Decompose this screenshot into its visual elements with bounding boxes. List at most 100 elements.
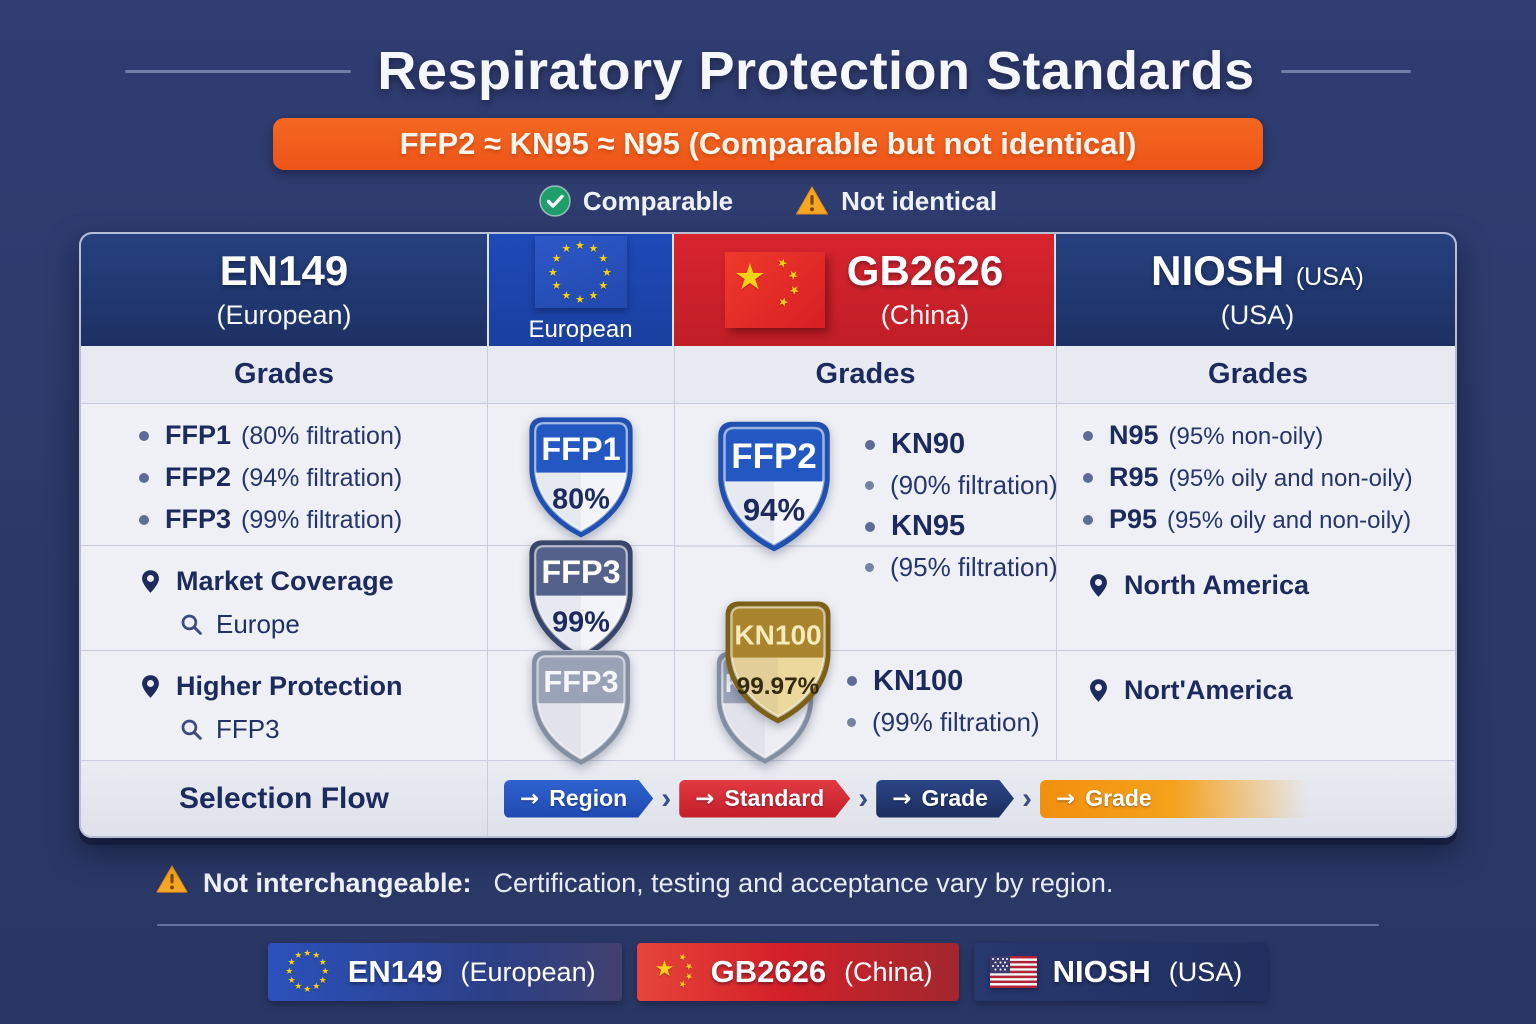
grade-item: P95 (95% oily and non-oily)	[1083, 504, 1455, 535]
grades-heading-en149: Grades	[81, 346, 487, 403]
flow-step-region: → Region	[504, 780, 653, 818]
market-coverage-line: Market Coverage	[137, 566, 487, 597]
higher-protection-value: FFP3	[216, 714, 280, 744]
grades-heading-gb2626: Grades	[674, 346, 1056, 403]
china-flag: ★ ★ ★ ★ ★	[724, 252, 825, 328]
flow-chevron-icon: ›	[661, 781, 672, 815]
title-row: Respiratory Protection Standards	[0, 0, 1536, 102]
legend-not-identical: Not identical	[795, 185, 997, 217]
cn-star-icon: ★	[733, 257, 767, 298]
cn-star-icon: ★	[654, 957, 675, 982]
niosh-market-cell-2: Nort'America	[1056, 650, 1455, 760]
eu-star-icon: ★	[303, 984, 312, 995]
svg-text:80%: 80%	[552, 483, 610, 515]
shield-badge: FFP1 80%	[529, 416, 633, 537]
eu-star-icon: ★	[294, 950, 303, 961]
svg-text:KN100: KN100	[734, 620, 821, 651]
eu-star-icon: ★	[287, 957, 296, 968]
warning-triangle-icon	[155, 864, 189, 902]
svg-text:99.97%: 99.97%	[737, 673, 820, 700]
grade-detail: (95% oily and non-oily)	[1168, 465, 1413, 492]
bullet-icon	[139, 514, 149, 525]
shield-badge: FFP3	[532, 650, 630, 765]
svg-text:FFP2: FFP2	[731, 437, 817, 476]
flow-step-label: Region	[549, 785, 628, 811]
grade-name: FFP3	[165, 504, 232, 534]
grade-detail-item: (90% filtration)	[865, 470, 1058, 501]
en149-market-coverage-cell: Market Coverage Europe	[81, 545, 487, 650]
cn-star-icon: ★	[774, 254, 790, 272]
warning-bold-text: Not interchangeable:	[203, 867, 472, 898]
pin-icon	[142, 570, 159, 593]
gb2626-grades-cell: FFP2 94% KN90 (90% filtration) KN95 (95% fil…	[674, 403, 1058, 724]
svg-text:FFP3: FFP3	[541, 554, 620, 590]
svg-text:FFP1: FFP1	[541, 431, 620, 467]
market-coverage-label: Market Coverage	[176, 566, 394, 596]
niosh-grades-cell: N95 (95% non-oily) R95 (95% oily and non-oi…	[1056, 403, 1455, 545]
page-title: Respiratory Protection Standards	[377, 41, 1255, 101]
eu-star-icon: ★	[551, 279, 562, 292]
footer-standard-name: GB2626	[710, 954, 827, 989]
eu-star-icon: ★	[318, 975, 327, 986]
cn-star-icon: ★	[676, 978, 688, 992]
footer-divider	[157, 924, 1379, 926]
eu-star-icon: ★	[561, 288, 572, 302]
eu-star-icon: ★	[575, 238, 585, 252]
niosh-title: NIOSH (USA)	[1151, 247, 1364, 295]
grade-name: KN90	[891, 428, 966, 460]
arrow-right-icon: →	[1055, 785, 1076, 812]
en149-subtitle: (European)	[216, 299, 352, 330]
footer-standard-detail: (USA)	[1168, 956, 1243, 987]
standards-comparison-table: EN149 (European) ★ ★ ★ ★ ★ ★ ★ ★ ★ ★ ★ ★ European ★…	[79, 232, 1457, 838]
magnifier-icon	[181, 614, 202, 635]
eu-star-icon: ★	[312, 950, 321, 961]
grade-detail: (99% filtration)	[241, 506, 403, 534]
legend-row: Comparable Not identical	[0, 185, 1536, 217]
eu-flag: ★ ★ ★ ★ ★ ★ ★ ★ ★ ★ ★ ★	[534, 236, 627, 308]
en149-grades-cell: FFP1 (80% filtration) FFP2 (94% filtration)…	[81, 403, 487, 545]
en149-higher-protection-cell: Higher Protection FFP3	[81, 650, 487, 760]
grade-detail: (80% filtration)	[241, 422, 403, 450]
gb2626-kn100-list: KN100 (99% filtration)	[821, 665, 1040, 747]
equivalence-banner: FFP2 ≈ KN95 ≈ N95 (Comparable but not id…	[273, 118, 1263, 170]
shield-badge: FFP2 94%	[718, 421, 830, 552]
grades-heading-spacer	[487, 346, 674, 403]
footer-standard-detail: (China)	[844, 956, 933, 987]
grade-detail-item: (99% filtration)	[847, 707, 1040, 738]
bullet-icon	[865, 439, 875, 450]
pin-icon	[1090, 574, 1107, 597]
footer-legend-niosh: NIOSH (USA)	[973, 943, 1269, 1001]
magnifier-icon	[181, 719, 202, 740]
eu-star-icon: ★	[312, 982, 321, 993]
footer-legend-en149: ★ ★ ★ ★ ★ ★ ★ ★ ★ ★ ★ ★ EN149 (European)	[267, 943, 622, 1001]
grade-item: FFP2 (94% filtration)	[139, 462, 487, 493]
higher-protection-line: Higher Protection	[137, 671, 487, 702]
grade-name: P95	[1109, 504, 1158, 534]
eu-star-icon: ★	[588, 288, 599, 302]
svg-text:94%: 94%	[743, 492, 805, 527]
us-flag	[989, 956, 1037, 988]
cn-star-icon: ★	[784, 266, 802, 284]
title-divider-left	[125, 69, 352, 73]
niosh-market-value-1: North America	[1124, 570, 1310, 600]
en149-title: EN149	[219, 247, 349, 295]
pin-icon	[142, 675, 159, 698]
niosh-title-suffix: (USA)	[1295, 263, 1364, 292]
warning-triangle-icon	[795, 185, 829, 217]
footer-standard-name: NIOSH	[1052, 954, 1151, 989]
market-coverage-value: Europe	[216, 609, 300, 639]
column-header-en149: EN149 (European)	[81, 234, 487, 346]
grade-item: R95 (95% oily and non-oily)	[1083, 462, 1455, 493]
eu-star-icon: ★	[561, 242, 572, 256]
grade-name: R95	[1109, 462, 1159, 492]
flow-chevron-icon: ›	[858, 781, 869, 815]
legend-comparable: Comparable	[539, 185, 733, 217]
eu-star-icon: ★	[588, 242, 599, 256]
warning-row: Not interchangeable: Certification, test…	[155, 864, 1536, 902]
european-shield-cell-3: FFP3	[487, 650, 674, 765]
grade-item: FFP3 (99% filtration)	[139, 504, 487, 535]
european-shield-cell-2: FFP3 99%	[487, 540, 674, 661]
bullet-icon	[1083, 514, 1093, 525]
niosh-subtitle: (USA)	[1220, 299, 1295, 330]
column-header-european: ★ ★ ★ ★ ★ ★ ★ ★ ★ ★ ★ ★ European	[487, 234, 674, 346]
